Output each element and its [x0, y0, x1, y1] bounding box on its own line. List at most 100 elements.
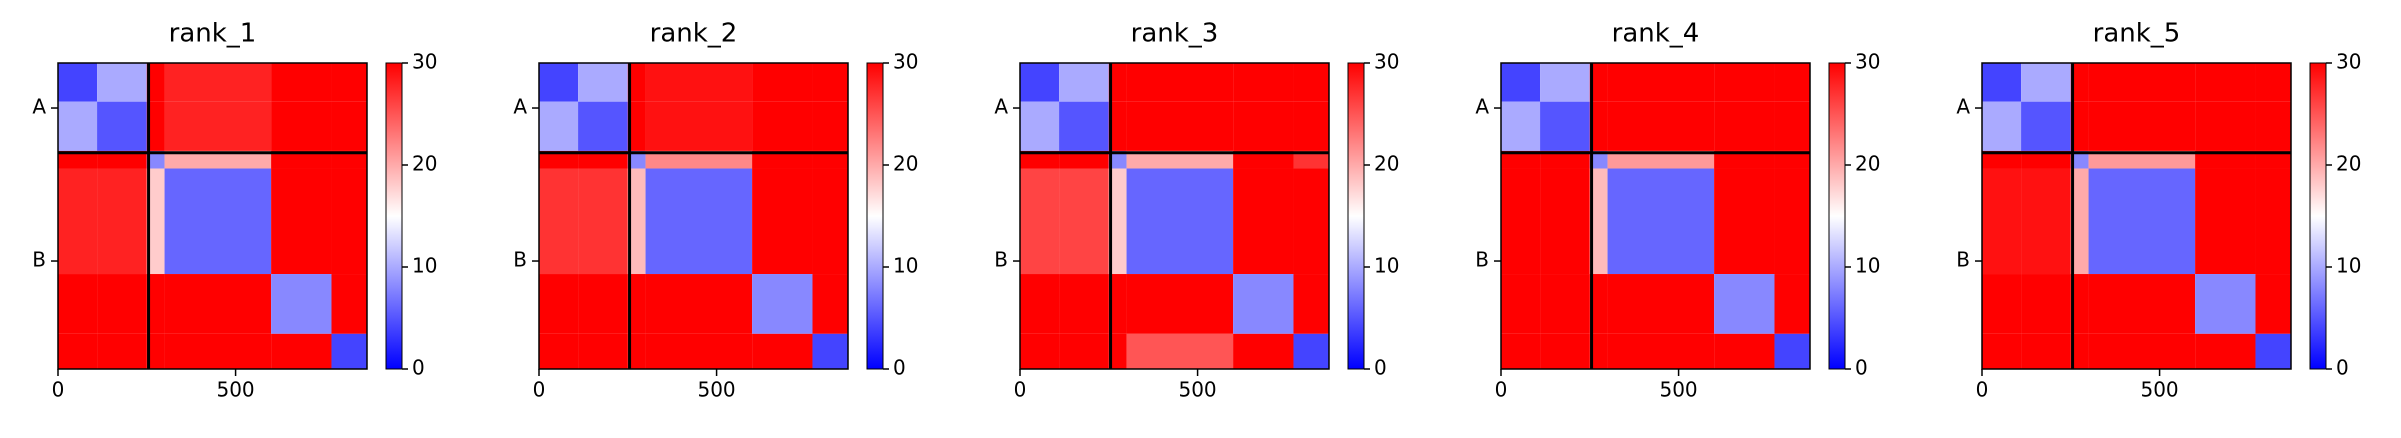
- heatmap-cell: [1540, 63, 1590, 102]
- colorbar-tick-label: 20: [1855, 152, 1880, 176]
- heatmap-cell: [331, 63, 367, 102]
- heatmap-cell: [331, 101, 367, 151]
- heatmap-cell: [627, 63, 646, 102]
- heatmap-cell: [1540, 333, 1590, 369]
- x-tick-label: 500: [697, 378, 735, 402]
- heatmap-cell: [2088, 101, 2196, 151]
- heatmap-cell: [812, 63, 848, 102]
- heatmap-cell: [578, 274, 628, 334]
- heatmap-cell: [2195, 150, 2256, 169]
- colorbar-tick-label: 30: [1374, 50, 1399, 74]
- heatmap-cell: [164, 168, 272, 275]
- heatmap-cell: [146, 101, 165, 151]
- heatmap-cell: [1233, 168, 1294, 275]
- heatmap-cell: [1501, 150, 1541, 169]
- x-tick-label: 0: [533, 378, 546, 402]
- y-tick-label: B: [1475, 248, 1489, 272]
- x-tick-label: 0: [1495, 378, 1508, 402]
- colorbar: [866, 62, 884, 370]
- heatmap-cell: [645, 168, 753, 275]
- heatmap-cell: [1607, 333, 1715, 369]
- heatmap-cell: [271, 101, 332, 151]
- heatmap-cell: [2021, 150, 2071, 169]
- colorbar-tick-label: 30: [1855, 50, 1880, 74]
- heatmap-cell: [1607, 101, 1715, 151]
- heatmap-cell: [1059, 333, 1109, 369]
- y-tick-label: B: [994, 248, 1008, 272]
- colorbar-tick-label: 30: [412, 50, 437, 74]
- heatmap-cell: [1233, 63, 1294, 102]
- x-tick-label: 0: [52, 378, 65, 402]
- panel-title: rank_3: [1131, 19, 1219, 49]
- heatmap-cell: [1108, 63, 1127, 102]
- heatmap-cell: [812, 101, 848, 151]
- colorbar-tick-label: 20: [893, 152, 918, 176]
- heatmap-cell: [97, 274, 147, 334]
- heatmap-cell: [1108, 150, 1127, 169]
- colorbar-tick-label: 10: [412, 254, 437, 278]
- heatmap-cell: [539, 101, 579, 151]
- heatmap-cell: [1293, 333, 1329, 369]
- panel-title: rank_2: [650, 19, 738, 49]
- heatmap-cell: [1126, 150, 1234, 169]
- heatmap-cell: [2088, 168, 2196, 275]
- heatmap-cell: [2070, 333, 2089, 369]
- heatmap-cell: [164, 63, 272, 102]
- heatmap-cell: [578, 63, 628, 102]
- panel: rank_2 0 500 A B 0 10 20 30: [513, 19, 918, 402]
- heatmap-cell: [578, 168, 628, 275]
- heatmap-cell: [1108, 333, 1127, 369]
- heatmap-cell: [97, 150, 147, 169]
- heatmap-cell: [164, 101, 272, 151]
- panel: rank_1 0 500 A B 0 10 20 30: [32, 19, 437, 402]
- colorbar-tick-label: 0: [2336, 356, 2349, 380]
- heatmap-cell: [627, 101, 646, 151]
- heatmap-cell: [645, 274, 753, 334]
- colorbar-tick-label: 10: [1855, 254, 1880, 278]
- heatmap-cell: [58, 168, 98, 275]
- heatmap-cell: [1020, 274, 1060, 334]
- heatmap-cell: [1982, 150, 2022, 169]
- heatmap-cell: [2255, 101, 2291, 151]
- colorbar-tick-label: 0: [893, 356, 906, 380]
- colorbar-tick-label: 30: [2336, 50, 2361, 74]
- heatmap-cell: [2088, 274, 2196, 334]
- heatmap-cell: [1108, 101, 1127, 151]
- heatmap-cell: [1714, 274, 1775, 334]
- heatmap-cell: [146, 168, 165, 275]
- panel-title: rank_1: [169, 19, 257, 49]
- heatmap-cell: [1982, 274, 2022, 334]
- heatmap-cell: [1589, 101, 1608, 151]
- heatmap-cell: [2070, 274, 2089, 334]
- heatmap-cell: [1774, 150, 1810, 169]
- heatmap-cell: [1714, 150, 1775, 169]
- y-tick-label: B: [1956, 248, 1970, 272]
- heatmap-cell: [812, 168, 848, 275]
- heatmap-cell: [97, 333, 147, 369]
- heatmap-cell: [627, 150, 646, 169]
- panel-title: rank_5: [2093, 19, 2181, 49]
- colorbar: [1828, 62, 1846, 370]
- heatmap-cell: [2195, 333, 2256, 369]
- heatmap-cell: [1774, 63, 1810, 102]
- heatmap-cell: [1774, 274, 1810, 334]
- heatmap-cell: [2070, 63, 2089, 102]
- colorbar-tick-label: 20: [1374, 152, 1399, 176]
- heatmap-cell: [645, 150, 753, 169]
- heatmap-cell: [1293, 168, 1329, 275]
- heatmap-cell: [645, 63, 753, 102]
- heatmap-cell: [1501, 101, 1541, 151]
- heatmap-cell: [1020, 63, 1060, 102]
- heatmap-cell: [752, 333, 813, 369]
- heatmap-cell: [331, 168, 367, 275]
- heatmap-cell: [1126, 101, 1234, 151]
- y-tick-label: A: [32, 95, 46, 119]
- heatmap-cell: [645, 333, 753, 369]
- heatmap-cell: [1020, 168, 1060, 275]
- axes-frame: [1019, 62, 1330, 370]
- panel-title: rank_4: [1612, 19, 1700, 49]
- heatmap-cell: [1982, 168, 2022, 275]
- heatmap-cell: [2021, 274, 2071, 334]
- heatmap-cell: [1540, 168, 1590, 275]
